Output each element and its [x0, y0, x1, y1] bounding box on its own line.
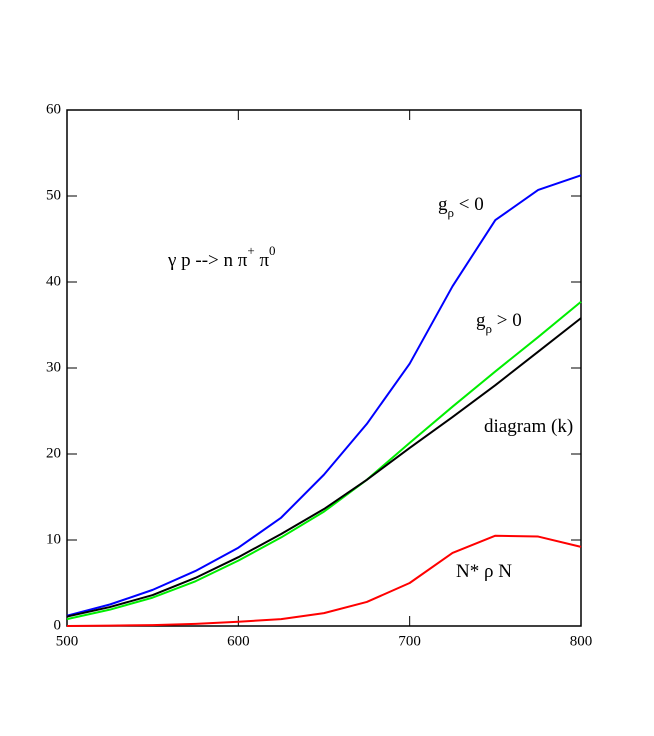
annotation: diagram (k) [484, 416, 573, 437]
x-tick-label: 500 [56, 633, 79, 649]
data-line [66, 174, 582, 617]
annotation-part: < 0 [454, 194, 484, 215]
annotation-part: g [476, 310, 486, 331]
data-line [66, 317, 582, 618]
annotation-part: diagram (k) [484, 416, 573, 437]
data-line [66, 534, 582, 627]
annotation: gρ > 0 [476, 310, 522, 336]
annotation: γ p --> n π+ π0 [167, 243, 276, 271]
annotation-part: > 0 [492, 310, 522, 331]
annotation-part: 0 [269, 243, 276, 258]
plot-frame [66, 109, 582, 627]
y-tick-label: 20 [46, 445, 61, 461]
annotation: N* ρ N [456, 561, 512, 582]
data-line [66, 301, 582, 621]
annotation-part: N* ρ N [456, 561, 512, 582]
y-tick-label: 50 [46, 187, 61, 203]
annotation-part: π [255, 250, 270, 271]
y-tick-label: 30 [46, 359, 61, 375]
annotation-part: g [438, 194, 448, 215]
x-tick-label: 600 [227, 633, 250, 649]
annotation-part: + [247, 243, 254, 258]
x-tick-label: 700 [398, 633, 421, 649]
x-tick-label: 800 [570, 633, 593, 649]
annotation-part: γ p --> n π [167, 250, 248, 271]
y-tick-label: 10 [46, 531, 61, 547]
annotation-part: ρ [486, 321, 493, 336]
y-tick-label: 60 [46, 101, 61, 117]
y-tick-label: 0 [54, 617, 62, 633]
y-tick-label: 40 [46, 273, 61, 289]
annotation-part: ρ [448, 205, 455, 220]
annotation: gρ < 0 [438, 194, 484, 220]
